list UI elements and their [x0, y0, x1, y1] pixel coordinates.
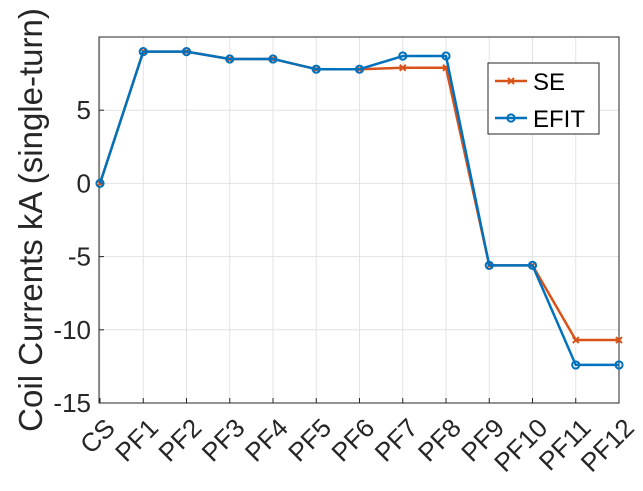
data-point-efit [95, 178, 105, 188]
x-tick-label: PF4 [239, 413, 294, 468]
legend-box [487, 62, 600, 135]
x-tick-label: PF3 [196, 413, 251, 468]
series-layer [95, 47, 624, 370]
y-tick-label: -15 [53, 388, 91, 418]
x-tick-label: PF8 [412, 413, 467, 468]
y-tick-label: 0 [77, 168, 91, 198]
data-point-efit [398, 51, 408, 61]
x-tick-label: PF6 [325, 413, 380, 468]
y-axis: -15 -10 -5 0 5 [53, 95, 104, 418]
legend-label-se: SE [533, 69, 565, 96]
data-point-efit [225, 54, 235, 64]
x-tick-label: PF2 [152, 413, 207, 468]
data-point-efit [268, 54, 278, 64]
x-tick-label: PF7 [369, 413, 424, 468]
data-point-se [615, 336, 623, 344]
data-point-efit [571, 360, 581, 370]
data-point-efit [138, 47, 148, 57]
legend-marker-efit [506, 113, 516, 123]
x-axis: CSPF1PF2PF3PF4PF5PF6PF7PF8PF9PF10PF11PF1… [74, 398, 640, 478]
data-point-efit [527, 260, 538, 270]
data-point-efit [441, 51, 451, 61]
data-point-se [399, 64, 407, 72]
data-point-se [572, 336, 580, 344]
x-tick-label: PF1 [109, 413, 164, 468]
y-tick-label: -5 [68, 242, 91, 272]
data-point-efit [354, 64, 365, 74]
legend-marker-se [507, 77, 515, 85]
data-point-efit [181, 47, 192, 57]
legend: SE EFIT [487, 62, 600, 135]
data-point-efit [614, 360, 624, 370]
y-tick-label: 5 [77, 95, 91, 125]
legend-label-efit: EFIT [533, 106, 585, 133]
y-tick-label: -10 [53, 315, 91, 345]
y-axis-label: Coil Currents kA (single-turn) [12, 8, 49, 432]
series-line-efit [98, 50, 619, 367]
x-tick-label: PF5 [282, 413, 337, 468]
data-point-efit [484, 260, 494, 270]
data-point-efit [311, 64, 321, 74]
